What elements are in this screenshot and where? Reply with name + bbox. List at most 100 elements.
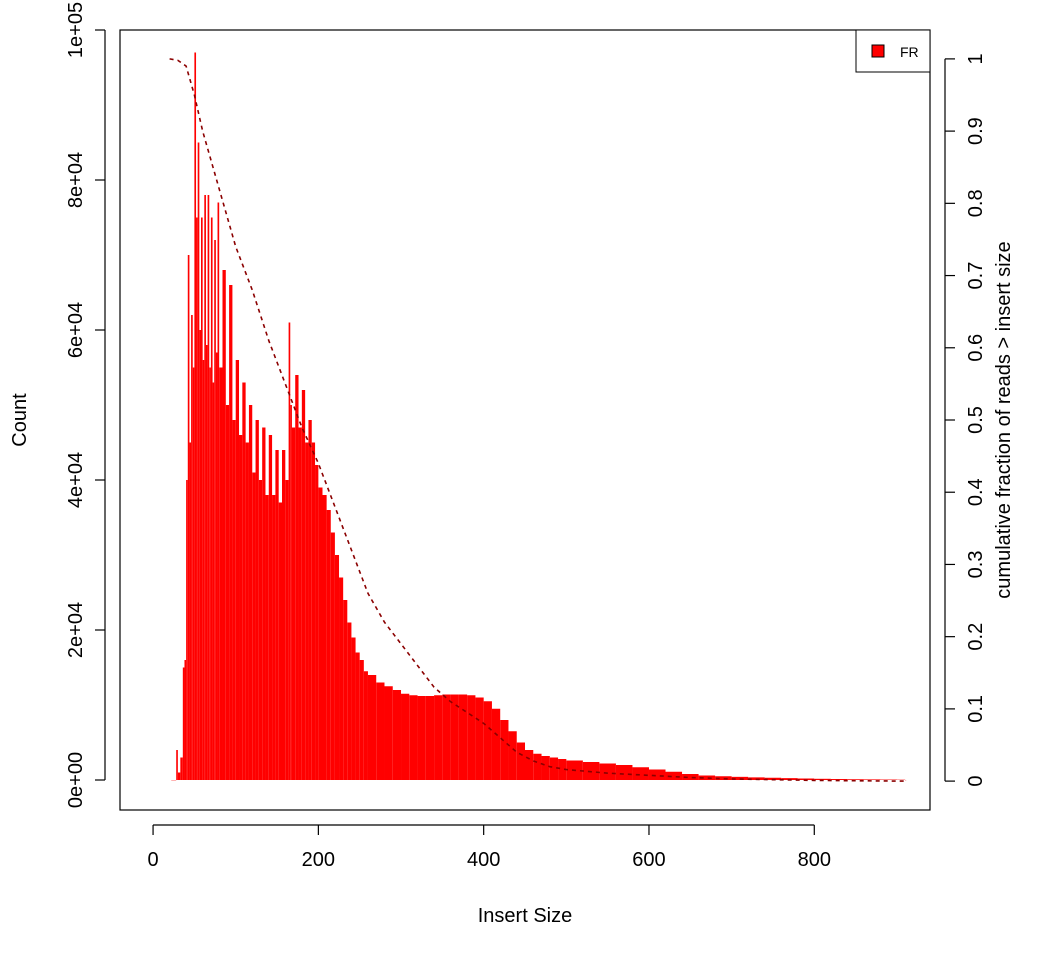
histogram-bar	[339, 577, 344, 780]
histogram-bar	[255, 420, 259, 780]
histogram-bar	[194, 52, 197, 780]
legend-label-fr: FR	[900, 44, 919, 60]
histogram-bar	[347, 622, 352, 780]
histogram-bar	[278, 502, 282, 780]
histogram-bar	[376, 682, 385, 780]
histogram-bar	[176, 750, 178, 780]
histogram-bar	[508, 731, 517, 780]
histogram-bar	[219, 367, 223, 780]
legend-swatch-fr	[871, 44, 885, 58]
histogram-bar	[209, 367, 211, 780]
cumulative-fraction-line-path	[169, 58, 906, 782]
y2-tick-label: 0.1	[965, 695, 987, 723]
y2-tick-label: 0.5	[965, 406, 987, 434]
histogram-bar	[187, 255, 190, 780]
histogram-bar	[359, 660, 364, 780]
histogram-bar	[212, 382, 215, 780]
histogram-bar	[252, 472, 256, 780]
histogram-bar	[202, 360, 205, 780]
x-tick-label: 800	[798, 849, 831, 871]
histogram-bar	[225, 405, 230, 780]
histogram-bar	[491, 708, 501, 780]
histogram-bar	[235, 360, 240, 780]
histogram-bar	[318, 487, 323, 780]
histogram-bar	[343, 600, 348, 780]
histogram-bar	[197, 142, 200, 780]
histogram-bar	[434, 695, 443, 780]
histogram-bar	[210, 217, 213, 780]
y2-tick-label: 0	[965, 776, 987, 787]
histogram-bar	[239, 435, 243, 780]
histogram-bar	[682, 774, 699, 780]
histogram-bar	[182, 667, 185, 780]
histogram-bar	[450, 694, 459, 780]
histogram-bar	[425, 696, 435, 780]
histogram-bar	[192, 367, 195, 780]
histogram-bar	[599, 763, 616, 780]
y2-tick-label: 1	[965, 53, 987, 64]
histogram-bar	[384, 686, 393, 780]
histogram-bar	[781, 778, 798, 780]
histogram-bar	[525, 750, 534, 780]
cumulative-fraction-line	[169, 58, 906, 782]
histogram-bar	[500, 720, 509, 780]
histogram-bar	[258, 480, 263, 780]
histogram-bar	[615, 765, 633, 780]
histogram-bar	[288, 322, 291, 780]
histogram-bar	[392, 690, 402, 780]
y2-tick-label: 0.4	[965, 478, 987, 506]
histogram-bar	[458, 694, 468, 780]
histogram-bar	[648, 769, 666, 780]
legend: FR	[855, 29, 931, 73]
histogram-bar	[298, 427, 302, 780]
histogram-bar	[401, 693, 410, 780]
histogram-bar	[186, 480, 188, 780]
legend-box	[855, 29, 931, 73]
histogram-bar	[417, 696, 426, 780]
y2-tick-label: 0.3	[965, 551, 987, 579]
histogram-bar	[275, 450, 279, 780]
y-tick-label: 8e+04	[65, 152, 87, 208]
histogram-bar	[863, 779, 881, 780]
x-tick-label: 200	[302, 849, 335, 871]
histogram-bar	[207, 195, 210, 780]
histogram-bar	[191, 315, 193, 780]
histogram-bar	[483, 701, 492, 780]
histogram-bar	[177, 772, 181, 780]
histogram-bar	[409, 695, 418, 780]
histogram-bar	[311, 442, 316, 780]
histogram-bar	[201, 217, 203, 780]
y-axis-title: Count	[9, 393, 31, 447]
histogram-bar	[204, 195, 206, 780]
histogram-bar	[367, 675, 377, 780]
x-tick-label: 0	[147, 849, 158, 871]
histogram-bar	[475, 697, 484, 780]
histogram-bar	[214, 240, 216, 780]
histogram-bar	[797, 778, 815, 780]
histogram-bar	[715, 776, 732, 780]
histogram-bar	[301, 390, 306, 780]
histogram-bar	[205, 345, 208, 780]
histogram-bar	[315, 465, 319, 780]
y2-tick-label: 0.2	[965, 623, 987, 651]
histogram-bar	[632, 767, 649, 780]
x-tick-label: 600	[632, 849, 665, 871]
histogram-bar	[334, 555, 340, 780]
histogram-bar	[665, 771, 683, 780]
histogram-bar	[282, 450, 286, 780]
histogram-bar	[242, 382, 246, 780]
histogram-bar	[265, 495, 269, 780]
histogram-bar	[222, 270, 226, 780]
y2-tick-label: 0.8	[965, 189, 987, 217]
histogram-bar	[272, 495, 276, 780]
y2-tick-label: 0.6	[965, 334, 987, 362]
histogram-bar	[290, 405, 292, 780]
histogram-bar	[262, 427, 266, 780]
x-axis-title: Insert Size	[478, 905, 572, 927]
histogram-bar	[363, 671, 368, 780]
histogram-bar	[217, 202, 220, 780]
histogram-bar	[814, 778, 831, 780]
histogram-bar	[467, 695, 476, 780]
histogram-bar	[698, 775, 716, 780]
